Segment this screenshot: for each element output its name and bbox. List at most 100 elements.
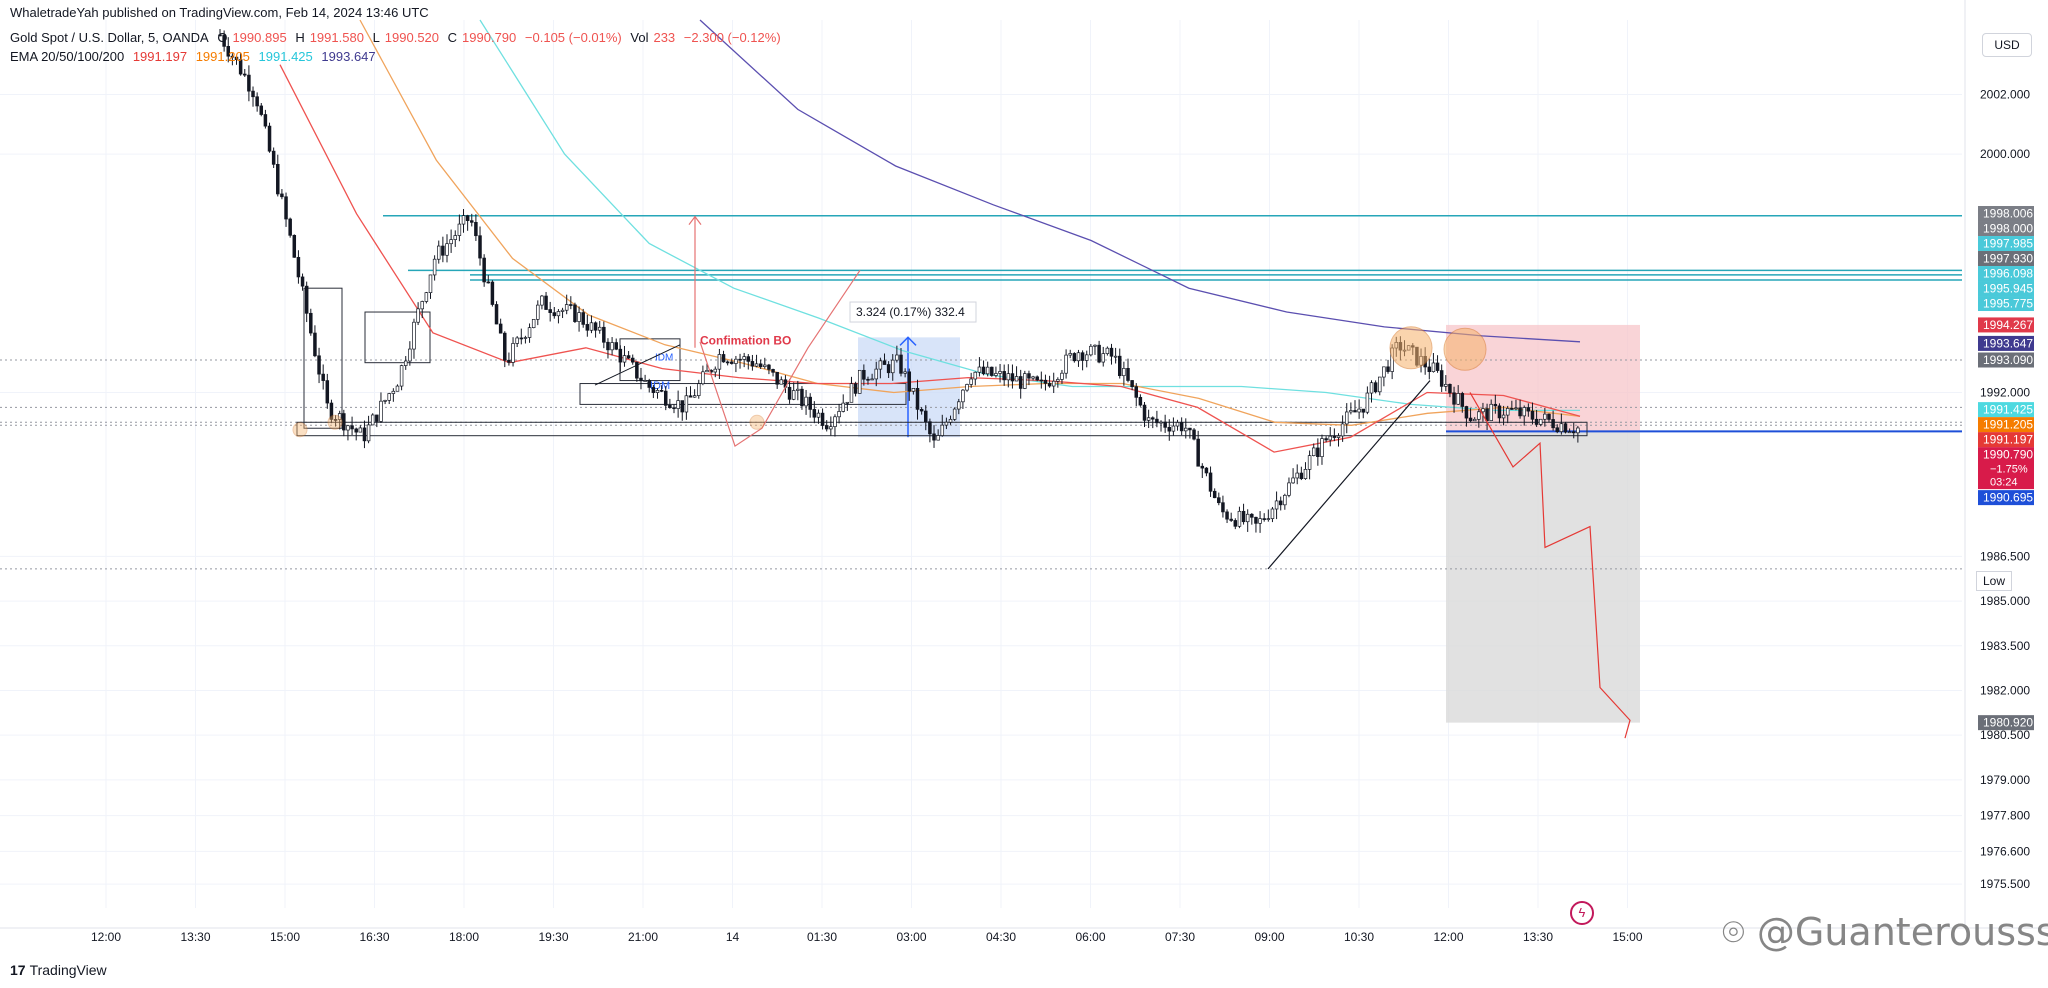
candle — [317, 347, 321, 384]
candle-body — [564, 304, 569, 311]
candle-body — [626, 355, 631, 359]
candle — [994, 366, 998, 378]
currency-button[interactable]: USD — [1982, 33, 2032, 57]
candle — [961, 389, 965, 409]
candle — [754, 354, 759, 368]
candle-body — [449, 239, 453, 245]
candle — [1270, 506, 1275, 523]
candle-body — [1336, 435, 1341, 438]
candle — [734, 355, 738, 373]
candle — [1200, 463, 1205, 478]
candle — [1113, 347, 1118, 364]
candle — [511, 337, 515, 367]
tradingview-footer[interactable]: 17 TradingView — [10, 962, 107, 978]
candle-body — [994, 373, 998, 376]
candle-body — [688, 395, 693, 398]
candle-body — [1068, 353, 1072, 356]
x-tick-label: 04:30 — [986, 930, 1016, 944]
candle-body — [1117, 355, 1122, 377]
candle — [1316, 438, 1320, 466]
candle — [1233, 518, 1238, 530]
candle — [288, 217, 292, 238]
ema20-line — [279, 64, 1581, 453]
high-label: H — [295, 30, 305, 45]
candle-body — [408, 348, 412, 362]
x-tick-label: 01:30 — [807, 930, 837, 944]
candle — [1332, 428, 1337, 442]
candle-body — [977, 366, 982, 373]
idm-label: IDM — [655, 353, 673, 364]
candle-body — [1250, 513, 1254, 518]
candle — [622, 345, 627, 367]
candle-body — [1217, 497, 1221, 504]
candle — [1167, 419, 1172, 441]
candle — [412, 318, 416, 359]
candle — [1151, 416, 1155, 429]
liquidity-circle — [327, 414, 343, 430]
candle — [226, 37, 231, 63]
symbol-title[interactable]: Gold Spot / U.S. Dollar, 5, OANDA — [10, 30, 209, 45]
candle-body — [1196, 438, 1200, 467]
candle-body — [300, 276, 305, 287]
candle-body — [1522, 407, 1526, 417]
candle-body — [919, 409, 924, 412]
candle-body — [1080, 352, 1085, 361]
candle — [837, 403, 841, 424]
candle-body — [837, 411, 841, 418]
x-tick-label: 15:00 — [1612, 930, 1642, 944]
candle — [965, 383, 969, 392]
candle-body — [1283, 494, 1287, 506]
candle — [548, 301, 552, 322]
candle — [651, 384, 656, 399]
candle — [1208, 466, 1213, 497]
candle-body — [969, 378, 973, 385]
watermark-text: @Guanterousss — [1756, 910, 2048, 954]
candle-body — [461, 215, 466, 225]
candle — [1196, 430, 1200, 467]
candle — [890, 354, 895, 381]
candle — [746, 354, 751, 370]
candle-body — [1481, 408, 1485, 413]
candle-body — [606, 341, 610, 351]
price-label: 1994.267 — [1983, 318, 2033, 332]
candle — [1340, 415, 1345, 442]
candle-body — [1386, 366, 1390, 372]
y-tick-label: 1975.500 — [1980, 877, 2030, 891]
candle-body — [263, 114, 268, 127]
candle-body — [663, 390, 668, 406]
candle-body — [1464, 406, 1469, 419]
price-label-bg — [1978, 715, 2034, 731]
lightning-icon[interactable]: ϟ — [1570, 901, 1594, 925]
y-tick-label: 2002.000 — [1980, 87, 2030, 101]
candle — [1563, 422, 1568, 434]
ema-label[interactable]: EMA 20/50/100/200 — [10, 49, 125, 64]
candle — [300, 273, 305, 291]
candle-body — [399, 365, 404, 387]
candle — [358, 425, 363, 433]
candle — [1439, 364, 1444, 392]
ema-legend[interactable]: EMA 20/50/100/200 1991.197 1991.205 1991… — [10, 49, 381, 64]
candle — [337, 410, 342, 430]
candle-body — [841, 402, 845, 412]
candle-body — [342, 413, 346, 431]
candle — [1303, 462, 1308, 480]
target-zigzag — [1469, 392, 1631, 739]
candle — [1188, 427, 1192, 439]
x-tick-label: 06:00 — [1075, 930, 1105, 944]
candle — [1159, 420, 1163, 432]
candle-body — [366, 424, 371, 442]
candle-body — [824, 425, 829, 430]
candle — [354, 427, 358, 441]
candle — [1035, 375, 1039, 382]
candle — [758, 359, 763, 369]
candle-body — [1501, 414, 1506, 419]
price-label-bg — [1978, 281, 2034, 297]
candle — [593, 321, 598, 338]
candle — [895, 345, 899, 363]
candle-body — [816, 412, 821, 418]
candle — [1002, 364, 1006, 386]
candle — [399, 364, 404, 391]
candle — [1464, 405, 1469, 427]
symbol-legend[interactable]: Gold Spot / U.S. Dollar, 5, OANDA O 1990.… — [10, 30, 786, 45]
